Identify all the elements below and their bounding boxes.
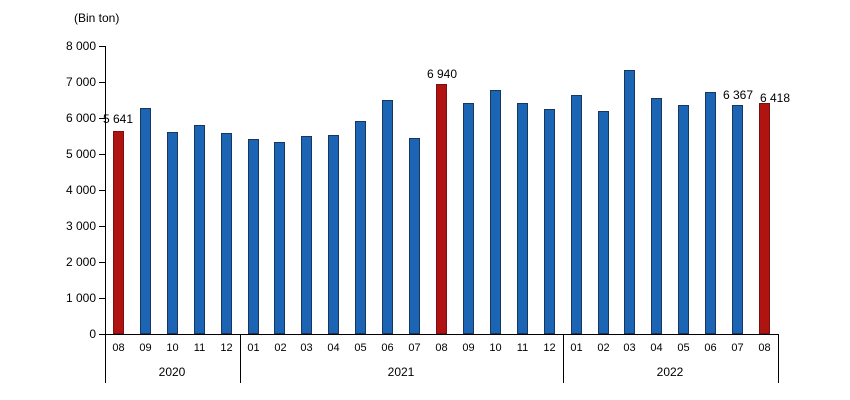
month-label-2020-12: 12	[220, 342, 233, 354]
month-label-2022-02: 02	[597, 342, 610, 354]
bar-2021-05	[355, 121, 366, 334]
month-label-2022-06: 06	[704, 342, 717, 354]
bar-2021-03	[301, 136, 312, 334]
bar-2021-07	[409, 138, 420, 334]
y-tick-label-6000: 6 000	[65, 111, 96, 125]
month-label-2020-10: 10	[166, 342, 179, 354]
bar-2021-04	[328, 135, 339, 334]
bar-2021-02	[274, 142, 285, 334]
month-label-2021-05: 05	[354, 342, 367, 354]
bar-2022-03	[624, 70, 635, 334]
y-tick-4000	[99, 190, 105, 191]
y-tick-5000	[99, 154, 105, 155]
bar-2021-09	[463, 103, 474, 334]
y-axis-line	[105, 46, 106, 334]
y-tick-label-8000: 8 000	[65, 39, 96, 53]
y-tick-label-4000: 4 000	[65, 183, 96, 197]
month-label-2020-09: 09	[139, 342, 152, 354]
month-label-2022-01: 01	[570, 342, 583, 354]
year-separator-0	[105, 334, 106, 383]
month-label-2021-12: 12	[543, 342, 556, 354]
bar-2020-11	[194, 125, 205, 334]
bar-2022-04	[651, 98, 662, 334]
y-tick-0	[99, 334, 105, 335]
value-label-2022-07: 6 367	[722, 88, 754, 102]
year-label-2022: 2022	[656, 365, 684, 379]
bar-2021-11	[517, 103, 528, 334]
bar-2022-01	[571, 95, 582, 334]
month-label-2022-07: 07	[731, 342, 744, 354]
year-separator-3	[778, 334, 779, 383]
month-label-2021-04: 04	[327, 342, 340, 354]
y-tick-7000	[99, 82, 105, 83]
y-tick-8000	[99, 46, 105, 47]
bar-2022-02	[598, 111, 609, 334]
bar-2021-10	[490, 90, 501, 334]
y-tick-label-2000: 2 000	[65, 255, 96, 269]
month-label-2021-10: 10	[489, 342, 502, 354]
month-label-2021-07: 07	[408, 342, 421, 354]
x-axis-line	[105, 334, 779, 335]
month-label-2022-08: 08	[758, 342, 771, 354]
y-tick-3000	[99, 226, 105, 227]
bar-2022-08	[759, 103, 770, 334]
month-label-2021-11: 11	[516, 342, 529, 354]
bar-2022-06	[705, 92, 716, 334]
bar-2021-08	[436, 84, 447, 334]
bar-2022-05	[678, 105, 689, 334]
month-label-2022-03: 03	[623, 342, 636, 354]
bar-2020-12	[221, 133, 232, 334]
month-label-2022-04: 04	[650, 342, 663, 354]
y-tick-label-3000: 3 000	[65, 219, 96, 233]
year-label-2021: 2021	[387, 365, 415, 379]
month-label-2021-08: 08	[435, 342, 448, 354]
year-separator-2	[563, 334, 564, 383]
chart-unit-label: (Bin ton)	[74, 11, 120, 25]
y-tick-1000	[99, 298, 105, 299]
bar-2020-08	[113, 131, 124, 334]
month-label-2022-05: 05	[677, 342, 690, 354]
value-label-2022-08: 6 418	[759, 91, 791, 105]
bar-2021-06	[382, 100, 393, 334]
month-label-2021-01: 01	[247, 342, 260, 354]
y-tick-label-0: 0	[89, 327, 96, 341]
value-label-2020-08: 5 641	[102, 112, 134, 126]
month-label-2021-03: 03	[300, 342, 313, 354]
bar-2021-12	[544, 109, 555, 334]
bar-2020-09	[140, 108, 151, 334]
value-label-2021-08: 6 940	[426, 67, 458, 81]
year-separator-1	[240, 334, 241, 383]
month-label-2021-02: 02	[274, 342, 287, 354]
y-tick-label-1000: 1 000	[65, 291, 96, 305]
y-tick-2000	[99, 262, 105, 263]
bar-2022-07	[732, 105, 743, 334]
month-label-2020-11: 11	[193, 342, 206, 354]
month-label-2021-09: 09	[462, 342, 475, 354]
y-tick-label-7000: 7 000	[65, 75, 96, 89]
year-label-2020: 2020	[158, 365, 186, 379]
y-tick-label-5000: 5 000	[65, 147, 96, 161]
bar-2021-01	[248, 139, 259, 334]
month-label-2020-08: 08	[112, 342, 125, 354]
bar-2020-10	[167, 132, 178, 334]
y-tick-6000	[99, 118, 105, 119]
month-label-2021-06: 06	[381, 342, 394, 354]
